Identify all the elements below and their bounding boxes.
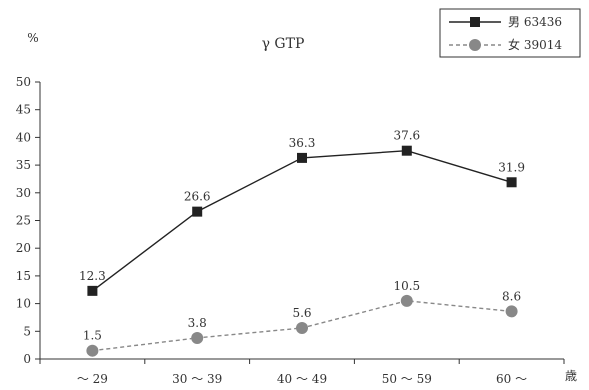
data-label: 5.6: [292, 306, 311, 320]
data-point-circle: [296, 321, 308, 334]
data-point-square: [401, 145, 412, 156]
y-tick-label: 0: [23, 352, 31, 366]
data-point-circle: [86, 344, 99, 357]
legend-square-icon: [470, 17, 480, 27]
data-label: 12.3: [79, 269, 106, 283]
data-label: 37.6: [393, 129, 420, 143]
y-tick-label: 5: [23, 324, 31, 338]
legend-label: 男 63436: [508, 15, 562, 29]
y-tick-label: 25: [16, 214, 31, 228]
data-point-circle: [400, 294, 413, 307]
y-tick-label: 30: [16, 186, 31, 200]
x-tick-label: 30 ～ 39: [172, 372, 222, 386]
data-label: 36.3: [289, 136, 316, 150]
x-tick-label: 50 ～ 59: [382, 372, 432, 386]
y-axis-label: %: [27, 31, 38, 45]
y-tick-label: 35: [16, 158, 31, 172]
y-tick-label: 15: [16, 269, 31, 283]
x-tick-label: 60 ～: [496, 372, 527, 386]
x-tick-label: ～ 29: [77, 372, 108, 386]
data-label: 3.8: [188, 316, 207, 330]
y-tick-label: 45: [16, 103, 31, 117]
x-tick-label: 40 ～ 49: [277, 372, 327, 386]
data-label: 26.6: [184, 190, 211, 204]
y-tick-label: 50: [16, 75, 31, 89]
data-point-circle: [505, 305, 518, 318]
data-point-square: [192, 206, 203, 217]
y-tick-label: 40: [16, 130, 31, 144]
data-label: 1.5: [83, 329, 102, 343]
legend: 男 63436 女 39014: [439, 8, 581, 58]
data-point-square: [87, 285, 98, 296]
y-tick-label: 10: [16, 297, 31, 311]
legend-label: 女 39014: [508, 37, 562, 52]
data-label: 10.5: [393, 279, 420, 293]
chart-title: γ GTP: [262, 36, 305, 52]
legend-circle-icon: [469, 39, 481, 51]
legend-box: [439, 8, 581, 58]
data-label: 8.6: [502, 289, 521, 303]
x-axis-label: 歳: [565, 369, 577, 383]
data-point-square: [506, 177, 517, 188]
data-point-circle: [191, 331, 204, 344]
data-label: 31.9: [498, 160, 525, 174]
series-line-0: [91, 149, 512, 292]
y-tick-label: 20: [16, 241, 31, 255]
data-point-square: [297, 152, 307, 163]
